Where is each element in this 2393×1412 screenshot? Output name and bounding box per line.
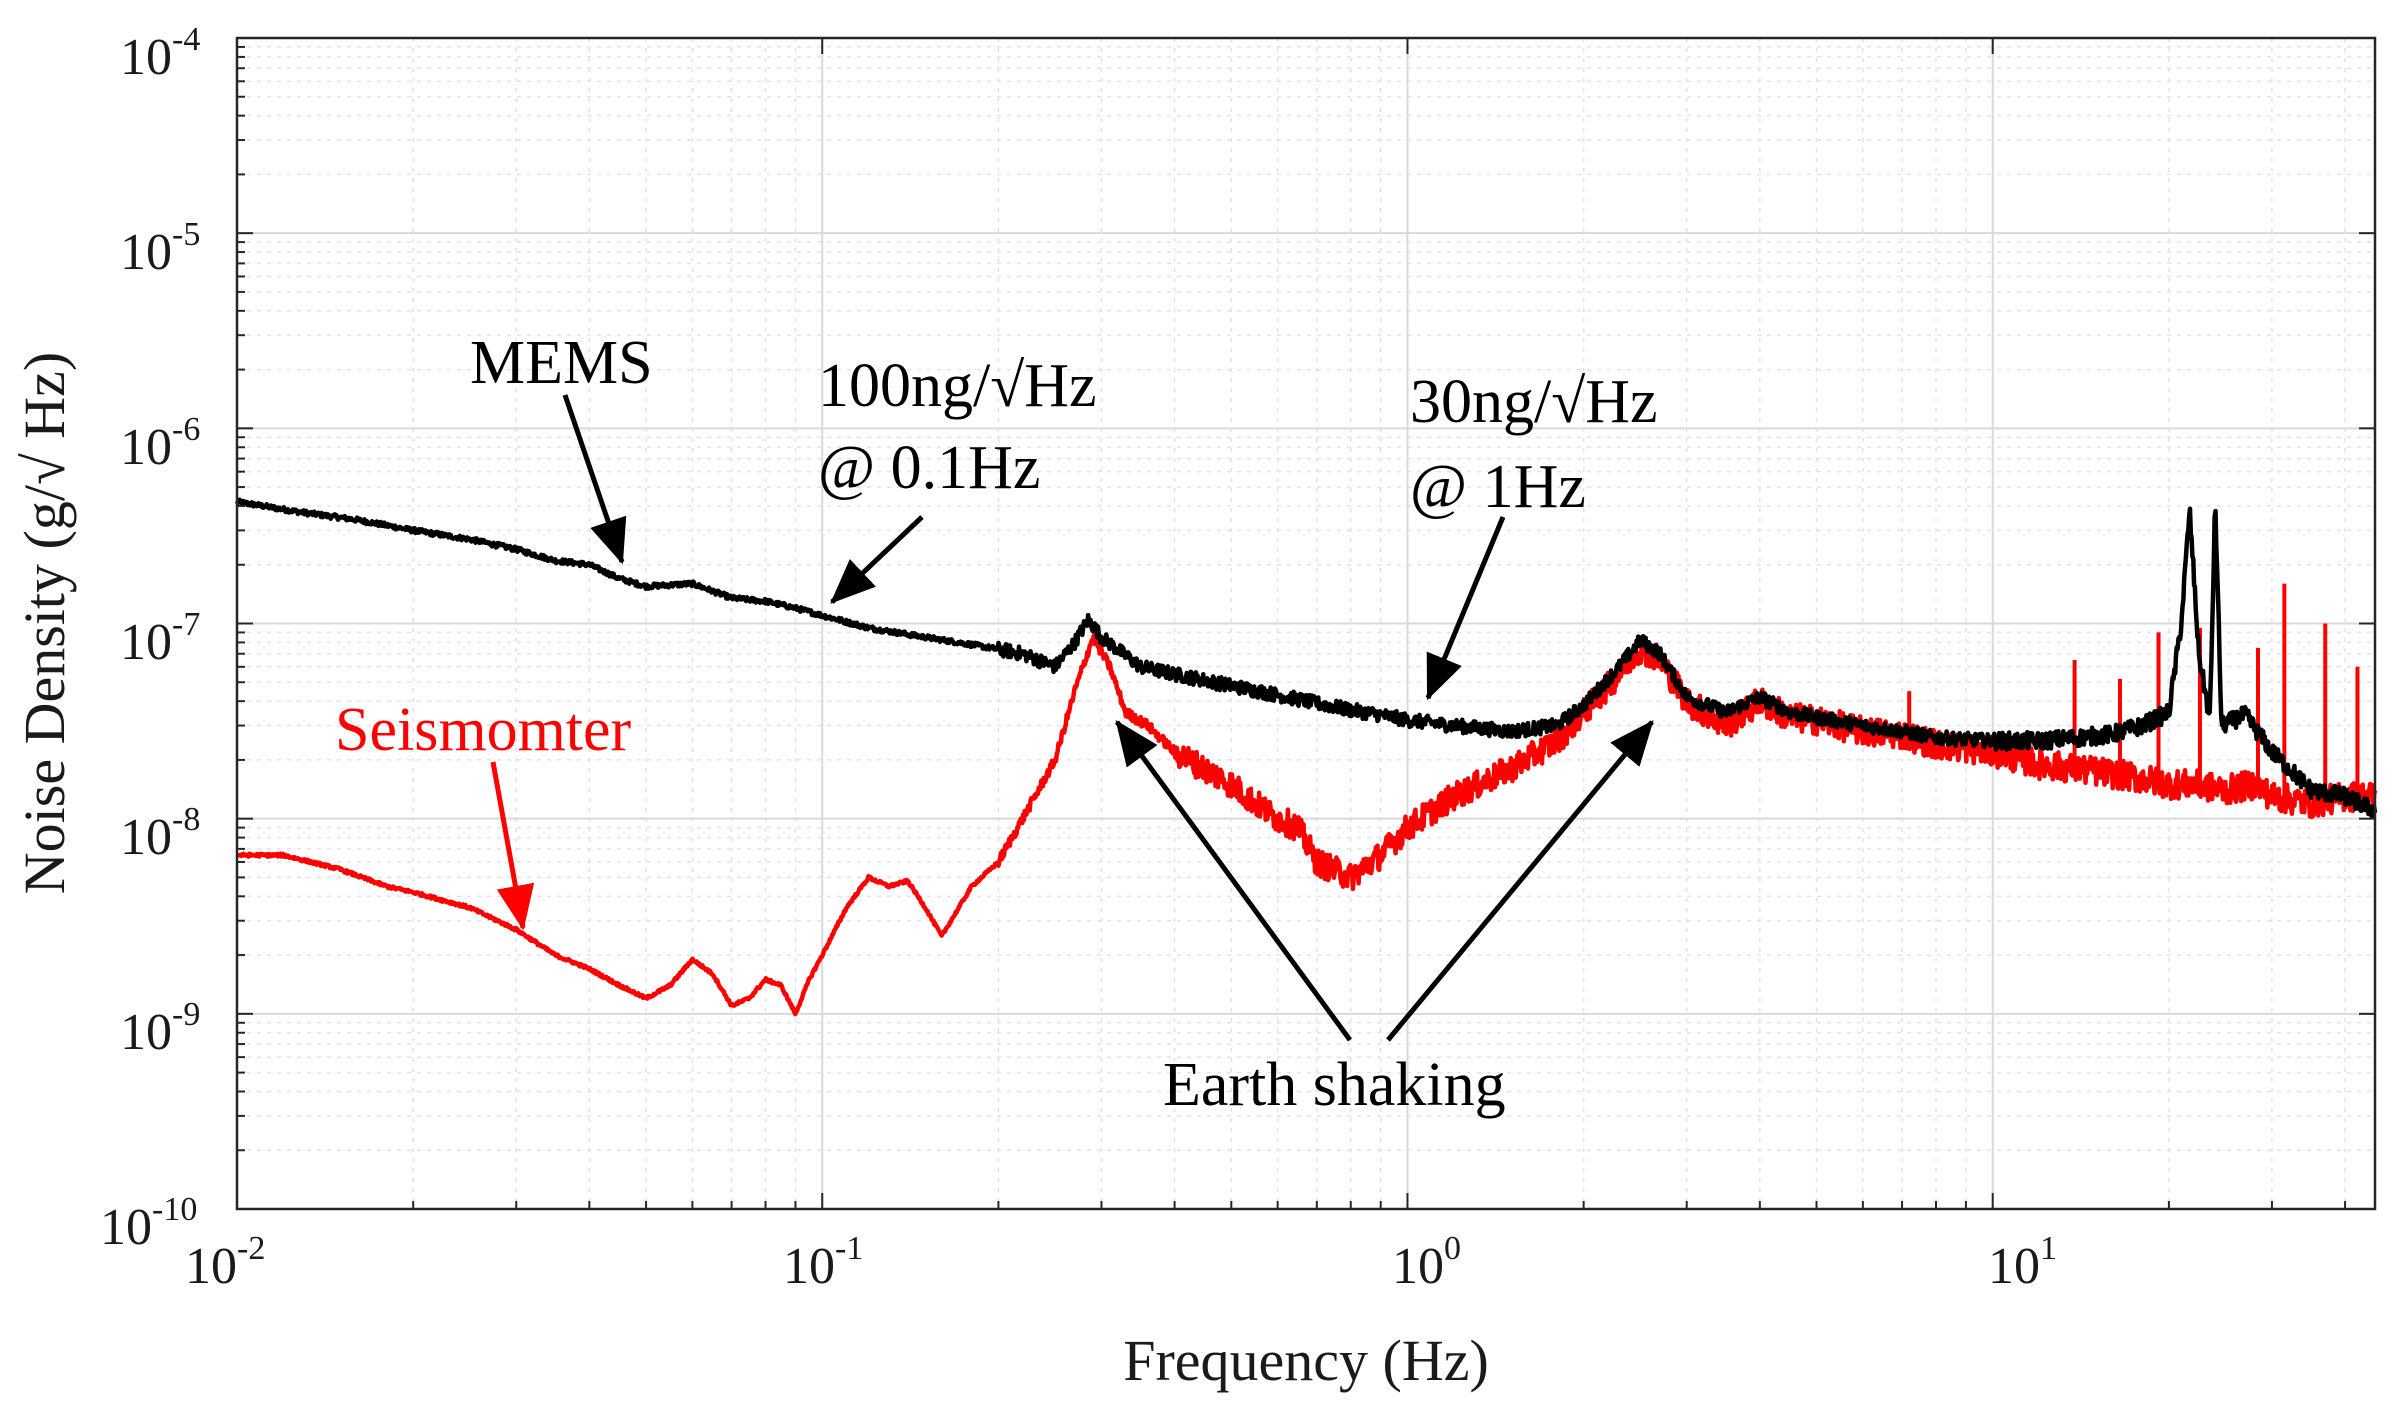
y-tick-label-6: 10-4 bbox=[120, 21, 200, 86]
series-line-seismomter bbox=[235, 633, 2378, 1017]
y-tick-label-4: 10-6 bbox=[120, 411, 200, 476]
annotation-100ng: 100ng/√Hz bbox=[818, 352, 1097, 420]
annotation-at-1hz: @ 1Hz bbox=[1410, 453, 1586, 521]
annotations: MEMS 100ng/√Hz @ 0.1Hz 30ng/√Hz @ 1Hz Se… bbox=[335, 329, 1658, 1119]
annotation-seismomter: Seismomter bbox=[335, 696, 632, 764]
x-tick-label-0: 10-2 bbox=[185, 1230, 265, 1295]
arrow-earth-left bbox=[1114, 719, 1353, 1042]
x-tick-label-2: 100 bbox=[1392, 1230, 1461, 1295]
y-tick-label-3: 10-7 bbox=[120, 606, 200, 671]
arrow-100ng bbox=[830, 515, 924, 604]
y-tick-label-0: 10-10 bbox=[100, 1191, 197, 1256]
series-line-mems bbox=[234, 497, 2378, 819]
arrow-earth-right bbox=[1386, 720, 1654, 1042]
plot-area bbox=[234, 497, 2378, 1017]
x-tick-label-3: 101 bbox=[1988, 1230, 2057, 1295]
annotation-earth-shaking: Earth shaking bbox=[1163, 1051, 1506, 1119]
x-tick-label-1: 10-1 bbox=[783, 1230, 863, 1295]
y-axis-label: Noise Density (g/√ Hz) bbox=[12, 352, 77, 894]
annotation-30ng: 30ng/√Hz bbox=[1410, 368, 1658, 436]
axis-ticks bbox=[236, 37, 2375, 1210]
x-tick-labels: 10-2 10-1 100 101 bbox=[185, 1230, 2057, 1295]
y-tick-labels: 10-10 10-9 10-8 10-7 10-6 10-5 10-4 bbox=[100, 21, 200, 1256]
x-axis-label: Frequency (Hz) bbox=[1123, 1328, 1489, 1393]
annotation-mems: MEMS bbox=[470, 329, 653, 397]
arrow-30ng bbox=[1425, 516, 1506, 701]
annotation-arrows bbox=[490, 394, 1654, 1042]
y-tick-label-5: 10-5 bbox=[120, 216, 200, 281]
y-tick-label-1: 10-9 bbox=[120, 996, 200, 1061]
grid-minor bbox=[237, 38, 2375, 1209]
arrow-seismomter bbox=[490, 761, 535, 931]
arrow-mems bbox=[562, 394, 627, 565]
y-tick-label-2: 10-8 bbox=[120, 801, 200, 866]
annotation-at-01hz: @ 0.1Hz bbox=[818, 434, 1040, 502]
